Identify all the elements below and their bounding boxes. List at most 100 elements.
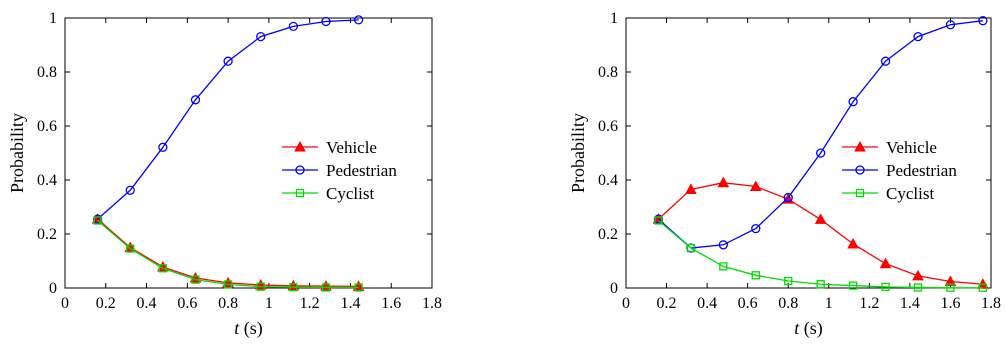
cyclist-data-point (654, 216, 663, 225)
pedestrian-data-point (125, 185, 135, 195)
legend-marker-pedestrian (295, 165, 305, 175)
cyclist-data-point (686, 243, 696, 253)
legend-marker-vehicle (854, 140, 866, 152)
cyclist-data-point (93, 216, 102, 225)
y-axis-label: Probability (568, 113, 588, 193)
vehicle-data-point (749, 180, 762, 191)
cyclist-data-point (158, 264, 168, 273)
x-tick-label: 1.6 (381, 295, 401, 312)
pedestrian-data-point (848, 97, 858, 107)
y-tick-label: 0.8 (37, 64, 57, 81)
pedestrian-data-point (718, 240, 728, 250)
x-tick-label: 0 (61, 295, 69, 312)
cyclist-data-point (751, 271, 760, 280)
x-tick-label: 1.4 (340, 295, 360, 312)
pedestrian-data-point (190, 95, 201, 105)
cyclist-data-point (321, 283, 331, 292)
y-tick-label: 0.2 (598, 226, 618, 243)
cyclist-data-point (913, 283, 923, 292)
legend-marker-vehicle (294, 140, 306, 152)
legend-label-cyclist: Cyclist (886, 184, 934, 203)
pedestrian-line (658, 20, 983, 249)
x-tick-label: 1.2 (300, 295, 320, 312)
cyclist-data-point (223, 280, 233, 289)
x-axis-label: t (s) (794, 318, 823, 339)
y-tick-label: 1 (49, 10, 57, 27)
cyclist-line (658, 220, 983, 289)
y-tick-label: 0 (49, 280, 57, 297)
pedestrian-line (97, 19, 359, 220)
legend-label-vehicle: Vehicle (326, 138, 377, 157)
y-tick-label: 0.4 (598, 172, 618, 189)
legend: Vehicle Pedestrian Cyclist (842, 138, 957, 203)
cyclist-data-point (256, 282, 265, 291)
x-tick-label: 1.8 (981, 295, 1001, 312)
legend-label-cyclist: Cyclist (326, 184, 374, 203)
y-tick-label: 0.4 (37, 172, 57, 189)
pedestrian-data-point (288, 21, 299, 32)
x-tick-label: 0.2 (96, 295, 116, 312)
y-tick-label: 0 (610, 280, 618, 297)
pedestrian-data-point (256, 31, 266, 42)
legend-label-pedestrian: Pedestrian (326, 161, 397, 180)
chart-2: 0 0.2 0.4 0.6 0.8 1 1.2 1.4 1.6 1.8 0 0.2 0.4 0.6 0.8 1… (568, 10, 1001, 339)
legend-marker-pedestrian (855, 165, 865, 175)
vehicle-data-point (912, 269, 924, 281)
pedestrian-data-point (913, 31, 923, 42)
cyclist-data-point (719, 262, 728, 271)
cyclist-data-point (289, 283, 298, 292)
pedestrian-data-point (158, 142, 168, 152)
series-pedestrian (92, 15, 364, 224)
vehicle-data-point (944, 275, 957, 287)
vehicle-data-point (814, 213, 827, 224)
vehicle-data-point (717, 176, 730, 188)
x-axis-label: t (s) (234, 318, 263, 339)
y-tick-label: 0.6 (598, 118, 618, 135)
y-tick-label: 0.8 (598, 64, 618, 81)
x-tick-label: 0.2 (657, 295, 677, 312)
pedestrian-data-point (223, 56, 233, 66)
x-tick-label: 0 (622, 295, 630, 312)
x-axis-variable: t (234, 318, 240, 338)
x-tick-label: 1.6 (940, 295, 960, 312)
x-axis-unit: (s) (239, 318, 263, 339)
cyclist-data-point (784, 276, 793, 286)
cyclist-data-point (946, 283, 955, 292)
x-axis-variable: t (794, 318, 800, 338)
x-tick-label: 0.4 (137, 295, 157, 312)
pedestrian-data-point (816, 148, 826, 158)
plot-area-frame (625, 17, 992, 289)
cyclist-data-point (881, 282, 890, 292)
x-tick-label: 0.6 (738, 295, 758, 312)
x-axis-unit: (s) (799, 318, 823, 339)
x-tick-label: 0.4 (697, 295, 717, 312)
pedestrian-data-point (880, 56, 891, 66)
pedestrian-data-point (751, 223, 761, 234)
y-axis-label: Probability (7, 113, 27, 193)
legend-label-pedestrian: Pedestrian (886, 161, 957, 180)
series-cyclist (93, 216, 363, 292)
y-tick-label: 0.2 (37, 226, 57, 243)
pedestrian-data-point (978, 16, 988, 26)
cyclist-data-point (191, 275, 200, 284)
y-tick-label: 1 (610, 10, 618, 27)
vehicle-data-point (847, 237, 859, 249)
x-tick-label: 1.4 (900, 295, 920, 312)
x-tick-label: 1.8 (422, 295, 442, 312)
x-tick-label: 1 (265, 295, 273, 312)
vehicle-data-point (879, 257, 892, 269)
cyclist-data-point (126, 244, 135, 253)
vehicle-data-point (685, 183, 697, 194)
vehicle-line (658, 182, 983, 285)
pedestrian-data-point (783, 192, 793, 203)
legend: Vehicle Pedestrian Cyclist (282, 138, 397, 203)
x-tick-label: 0.8 (218, 295, 238, 312)
plot-area-frame (64, 17, 433, 289)
x-tick-label: 1.2 (859, 295, 879, 312)
cyclist-data-point (354, 283, 363, 292)
x-tick-label: 0.6 (177, 295, 197, 312)
legend-marker-cyclist (295, 188, 305, 198)
pedestrian-data-point (945, 20, 956, 30)
cyclist-line (97, 220, 359, 289)
